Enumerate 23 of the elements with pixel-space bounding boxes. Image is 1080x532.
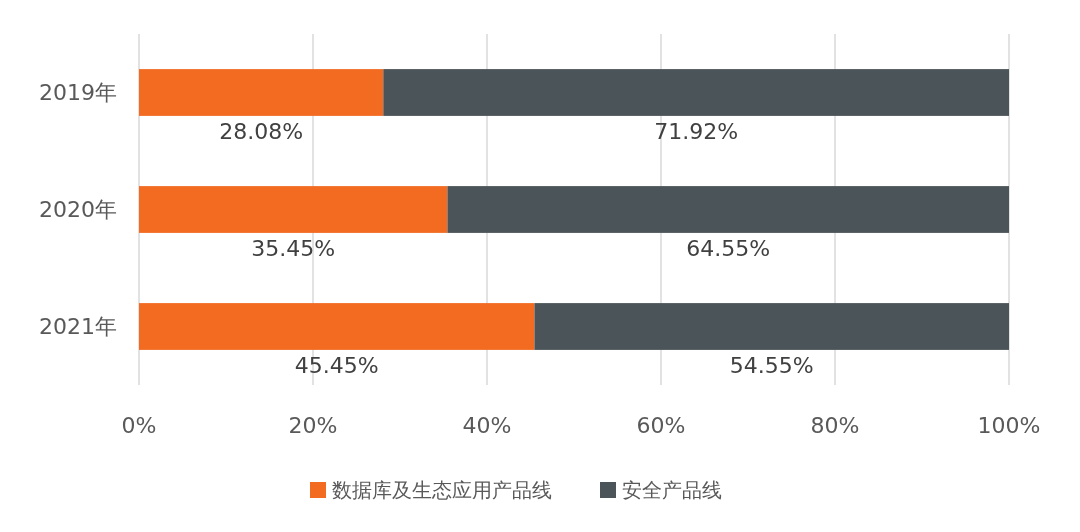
bar (447, 186, 1009, 233)
y-tick-label: 2020年 (39, 197, 117, 223)
y-tick-label: 2019年 (39, 80, 117, 106)
bar (139, 303, 535, 350)
x-tick-label: 20% (288, 413, 338, 438)
data-label: 54.55% (729, 352, 814, 378)
x-tick-label: 60% (636, 413, 686, 438)
bar (383, 69, 1009, 116)
x-tick-label: 40% (462, 413, 512, 438)
bar (139, 69, 384, 116)
legend-label: 安全产品线 (622, 478, 722, 502)
data-label: 71.92% (654, 118, 739, 144)
bar (139, 186, 448, 233)
legend-label: 数据库及生态应用产品线 (332, 478, 552, 502)
bar (534, 303, 1009, 350)
x-tick-label: 80% (810, 413, 860, 438)
data-label: 45.45% (294, 352, 379, 378)
data-label: 35.45% (251, 235, 336, 261)
data-label: 28.08% (219, 118, 304, 144)
x-tick-label: 100% (977, 413, 1041, 438)
x-tick-label: 0% (121, 413, 157, 438)
data-label: 64.55% (686, 235, 771, 261)
y-tick-label: 2021年 (39, 314, 117, 340)
